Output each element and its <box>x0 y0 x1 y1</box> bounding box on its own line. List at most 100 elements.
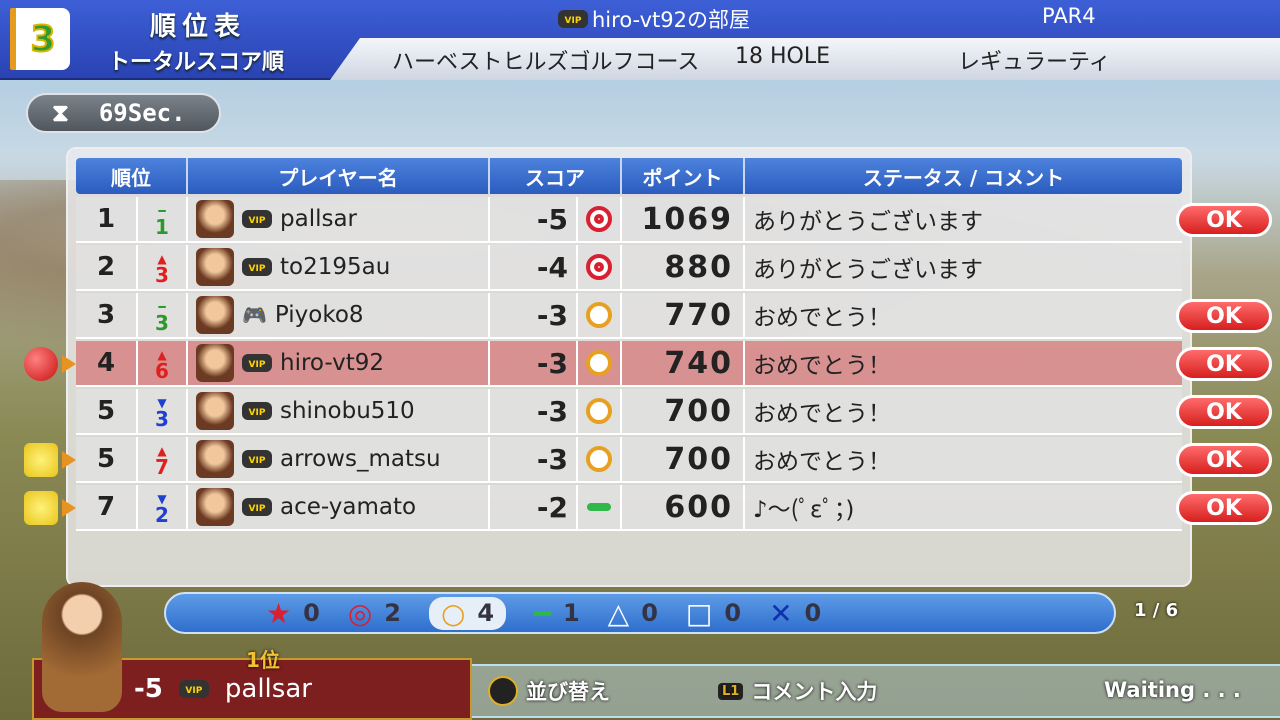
tally-count: 2 <box>384 599 401 627</box>
controller-icon: 🎮 <box>242 303 267 327</box>
timer: ⧗ 69Sec. <box>26 93 221 133</box>
points: 600 <box>622 485 745 529</box>
player-cell: VIP ace-yamato <box>188 485 490 529</box>
player-cell: VIP pallsar <box>188 197 490 241</box>
rank-change-value: 1 <box>155 215 169 239</box>
rank-change-same-icon: ━ <box>158 204 166 218</box>
table-row[interactable]: 1 ━ 1 VIP pallsar -5 1069 ありがとうございます <box>76 197 1182 243</box>
points: 1069 <box>622 197 745 241</box>
sort-button[interactable]: 並び替え <box>488 676 610 706</box>
table-row[interactable]: 5 ▼ 3 VIP shinobu510 -3 700 おめでとう！ <box>76 389 1182 435</box>
score: -5 <box>490 197 578 241</box>
comment: おめでとう！ <box>753 305 891 331</box>
page-title: 順位表 <box>150 12 247 42</box>
tally-item: ★ 0 <box>266 597 320 630</box>
player-cell: VIP hiro-vt92 <box>188 341 490 385</box>
rank-change: ▲ 6 <box>138 341 188 385</box>
ok-badge: OK <box>1176 299 1272 333</box>
score: -4 <box>490 245 578 289</box>
tally-count: 0 <box>641 599 658 627</box>
player-avatar <box>196 248 234 286</box>
rank-change-value: 3 <box>155 407 169 431</box>
table-row[interactable]: 4 ▲ 6 VIP hiro-vt92 -3 740 おめでとう！ <box>76 341 1182 387</box>
score-mark <box>578 437 622 481</box>
tally-count: 0 <box>303 599 320 627</box>
player-name: Piyoko8 <box>274 302 364 328</box>
room-name: VIP hiro-vt92の部屋 <box>558 4 750 34</box>
table-row[interactable]: 5 ▲ 7 VIP arrows_matsu -3 700 おめでとう！ <box>76 437 1182 483</box>
ok-badge: OK <box>1176 203 1272 237</box>
rank-change-value: 3 <box>155 263 169 287</box>
vip-controller-icon: VIP <box>242 498 272 516</box>
rank: 5 <box>76 437 138 481</box>
comment: ありがとうございます <box>753 257 983 283</box>
points: 740 <box>622 341 745 385</box>
player-name: hiro-vt92 <box>280 350 384 376</box>
rank-change-up-icon: ▲ <box>157 252 167 266</box>
vip-controller-icon: VIP <box>242 258 272 276</box>
rank-change-value: 6 <box>155 359 169 383</box>
vip-controller-icon: VIP <box>242 210 272 228</box>
player-name: arrows_matsu <box>280 446 441 472</box>
comment: おめでとう！ <box>753 449 891 475</box>
points: 700 <box>622 389 745 433</box>
leader-rank: 1位 <box>246 648 280 672</box>
leader-score: -5 <box>134 674 163 704</box>
tee: レギュラーティ <box>958 50 1111 75</box>
vip-controller-icon: VIP <box>178 680 209 698</box>
circle-icon: ○ <box>440 596 466 630</box>
score-mark <box>578 341 622 385</box>
l1-button-icon: L1 <box>718 682 744 700</box>
comment: ありがとうございます <box>753 209 983 235</box>
double-circle-icon <box>586 206 612 232</box>
par: PAR4 <box>1042 4 1096 28</box>
square-button-icon <box>488 676 518 706</box>
score: -2 <box>490 485 578 529</box>
rank: 5 <box>76 389 138 433</box>
square-icon: □ <box>685 596 713 630</box>
tally-count: 4 <box>477 599 495 627</box>
rank-change-up-icon: ▲ <box>157 444 167 458</box>
score: -3 <box>490 389 578 433</box>
circle-icon <box>586 446 612 472</box>
rank: 7 <box>76 485 138 529</box>
score: -3 <box>490 437 578 481</box>
vip-controller-icon: VIP <box>242 402 272 420</box>
player-name: shinobu510 <box>280 398 415 424</box>
table-row[interactable]: 2 ▲ 3 VIP to2195au -4 880 ありがとうございます <box>76 245 1182 291</box>
player-avatar <box>196 200 234 238</box>
rank: 1 <box>76 197 138 241</box>
col-points: ポイント <box>622 158 745 194</box>
tally-count: 0 <box>804 599 822 627</box>
sort-label: 並び替え <box>526 680 610 704</box>
footer-bar <box>472 664 1280 718</box>
pointer-arrow-icon <box>62 355 76 373</box>
rank: 4 <box>76 341 138 385</box>
star-icon: ★ <box>266 596 292 630</box>
player-cell: VIP to2195au <box>188 245 490 289</box>
player-avatar <box>196 344 234 382</box>
status-waiting: Waiting . . . <box>1104 678 1241 702</box>
tally-item: △ 0 <box>608 597 658 630</box>
tally-item: ━ 1 <box>534 597 580 630</box>
rank-change-down-icon: ▼ <box>157 396 167 410</box>
player-avatar <box>196 488 234 526</box>
hole-flag: 3 <box>10 8 70 70</box>
rank-change: ▲ 7 <box>138 437 188 481</box>
rank-change: ━ 1 <box>138 197 188 241</box>
table-header: 順位 プレイヤー名 スコア ポイント ステータス / コメント <box>76 158 1182 194</box>
score-mark <box>578 293 622 337</box>
score: -3 <box>490 293 578 337</box>
rank-change-down-icon: ▼ <box>157 492 167 506</box>
comment: おめでとう！ <box>753 401 891 427</box>
pointer-arrow-icon <box>62 499 76 517</box>
rank: 3 <box>76 293 138 337</box>
table-row[interactable]: 3 ━ 3 🎮 Piyoko8 -3 770 おめでとう！ <box>76 293 1182 339</box>
col-player: プレイヤー名 <box>188 158 490 194</box>
comment-input-button[interactable]: L1 コメント入力 <box>718 676 877 706</box>
cross-icon: ✕ <box>769 596 793 630</box>
table-row[interactable]: 7 ▼ 2 VIP ace-yamato -2 600 ♪～(ﾟεﾟ；) <box>76 485 1182 531</box>
ok-badge: OK <box>1176 395 1272 429</box>
double-circle-icon: ◎ <box>347 596 373 630</box>
rank-change-value: 7 <box>155 455 169 479</box>
